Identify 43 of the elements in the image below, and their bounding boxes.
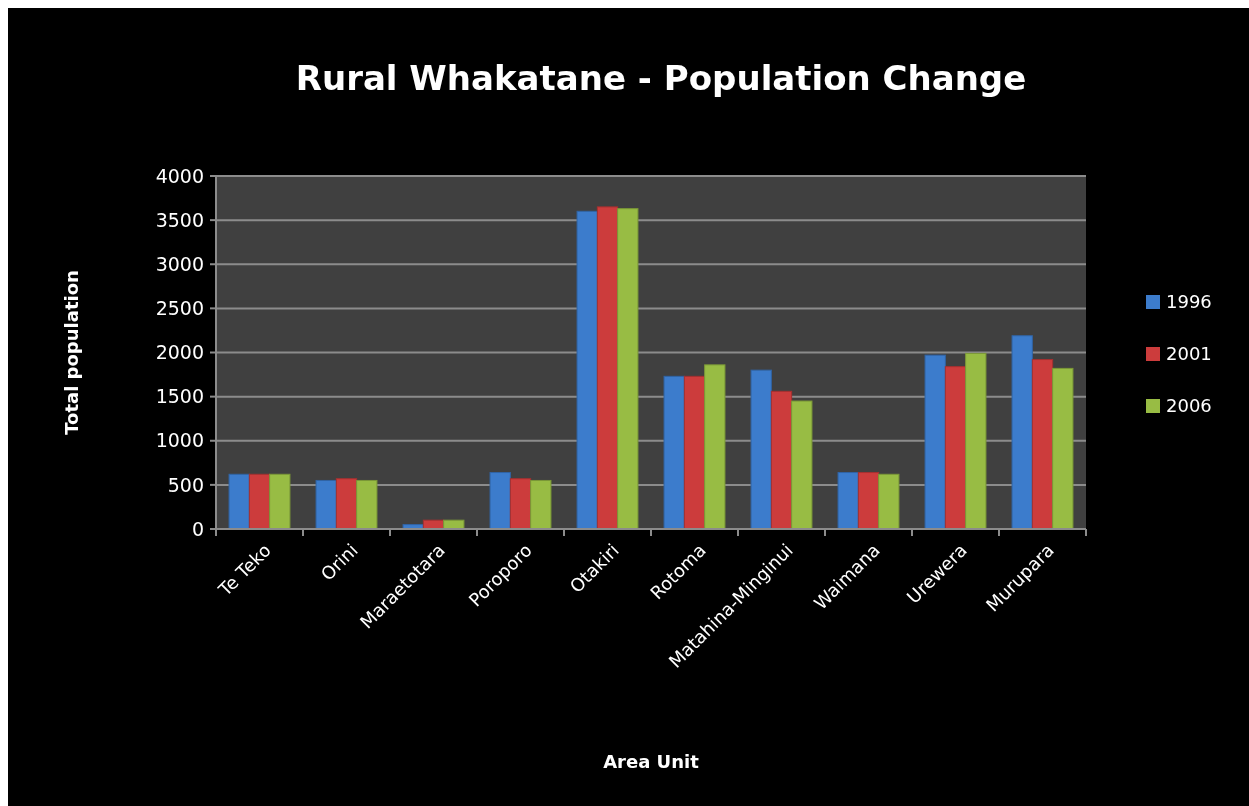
y-tick-label: 4000 (155, 164, 204, 187)
bar (315, 479, 337, 530)
bar (248, 473, 271, 530)
bar (1031, 359, 1054, 530)
bar (944, 366, 967, 530)
x-tick-label: Te Teko (213, 539, 275, 601)
bar (924, 354, 946, 530)
y-tick-label: 2500 (155, 297, 204, 320)
bar (857, 472, 880, 530)
bar (791, 400, 813, 530)
bar (683, 375, 706, 530)
bar (576, 210, 598, 530)
bar (509, 478, 532, 530)
bar (617, 208, 639, 530)
y-axis-title: Total population (61, 270, 82, 435)
bar (837, 472, 859, 530)
bar (228, 473, 250, 530)
bar (356, 479, 378, 530)
y-tick-label: 2000 (155, 341, 204, 364)
bar (489, 472, 511, 530)
bar (704, 364, 726, 530)
x-axis-title: Area Unit (603, 751, 700, 772)
bar (965, 352, 987, 530)
bar (750, 369, 772, 530)
chart-title: Rural Whakatane - Population Change (295, 58, 1027, 98)
bar (663, 375, 685, 530)
bar (269, 473, 291, 530)
bar (1011, 335, 1033, 530)
bar (878, 473, 900, 530)
bar (770, 390, 793, 530)
bar (1052, 367, 1074, 530)
legend-label: 2001 (1166, 343, 1212, 365)
legend-label: 1996 (1166, 291, 1212, 313)
y-tick-label: 3000 (155, 252, 204, 275)
y-tick-label: 0 (191, 517, 204, 540)
y-tick-label: 1000 (155, 429, 204, 452)
y-tick-label: 1500 (155, 385, 204, 408)
bar (530, 479, 552, 530)
bar (335, 478, 358, 530)
y-tick-label: 500 (167, 473, 204, 496)
bar (596, 206, 619, 530)
legend-label: 2006 (1166, 395, 1212, 417)
y-tick-label: 3500 (155, 208, 204, 231)
